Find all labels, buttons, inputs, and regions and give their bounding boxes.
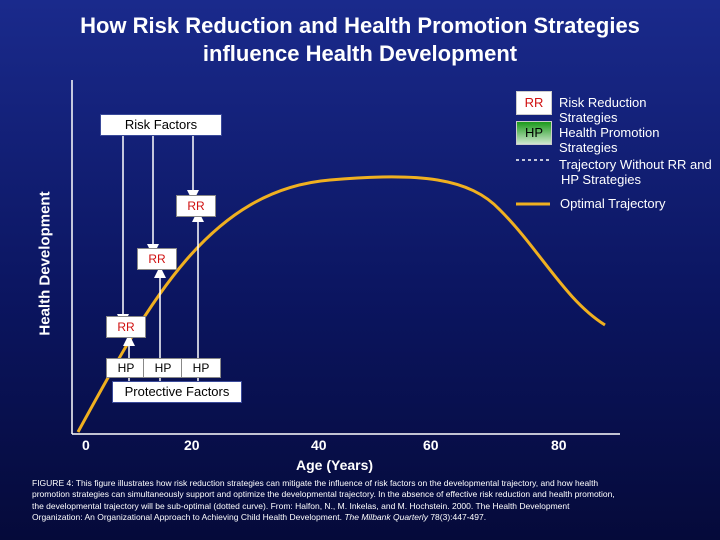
optimal-trajectory-curve bbox=[76, 175, 606, 433]
title-line-2: influence Health Development bbox=[202, 41, 518, 66]
protective-factors-box: Protective Factors bbox=[112, 381, 242, 403]
legend-dotted-text-line1: Trajectory Without RR and bbox=[559, 157, 712, 172]
legend-hp-text: Health Promotion Strategies bbox=[559, 125, 659, 155]
legend-hp-text-line1: Health Promotion bbox=[559, 125, 660, 140]
legend-rr-box: RR bbox=[516, 91, 552, 115]
x-tick-20: 20 bbox=[184, 437, 200, 453]
figure-caption: FIGURE 4: This figure illustrates how ri… bbox=[32, 478, 720, 524]
risk-factors-box: Risk Factors bbox=[100, 114, 222, 136]
legend-hp-box: HP bbox=[516, 121, 552, 145]
caption-journal: The Milbank Quarterly bbox=[341, 512, 428, 523]
caption-line-4: Organization: An Organizational Approach… bbox=[32, 512, 720, 523]
title-line-1: How Risk Reduction and Health Promotion … bbox=[80, 13, 640, 38]
legend-optimal-text: Optimal Trajectory bbox=[560, 196, 666, 211]
caption-line-4a: Organization: An Organizational Approach… bbox=[32, 512, 342, 523]
rr-box-3: RR bbox=[176, 195, 216, 217]
caption-line-3: the developmental trajectory will be sub… bbox=[32, 500, 570, 511]
legend-hp-text-line2: Strategies bbox=[559, 140, 618, 155]
protective-factors-label: Protective Factors bbox=[124, 384, 230, 399]
x-tick-80: 80 bbox=[551, 437, 567, 453]
legend-rr-text-line1: Risk Reduction bbox=[559, 95, 647, 110]
legend-rr-text-line2: Strategies bbox=[559, 110, 618, 125]
hp-box-1: HP bbox=[106, 358, 146, 378]
risk-factors-label: Risk Factors bbox=[124, 117, 198, 132]
x-tick-0: 0 bbox=[82, 437, 90, 453]
caption-line-4c: 78(3):447-497. bbox=[427, 512, 487, 523]
legend-dotted-text: Trajectory Without RR and HP Strategies bbox=[559, 157, 712, 187]
legend-rr-text: Risk Reduction Strategies bbox=[559, 95, 646, 125]
caption-line-2: promotion strategies can simultaneously … bbox=[32, 489, 615, 500]
page-title: How Risk Reduction and Health Promotion … bbox=[0, 12, 720, 68]
legend-dotted-text-line2: HP Strategies bbox=[561, 172, 641, 187]
caption-line-1: FIGURE 4: This figure illustrates how ri… bbox=[32, 478, 599, 488]
hp-box-3: HP bbox=[181, 358, 221, 378]
x-tick-40: 40 bbox=[311, 437, 327, 453]
rr-box-1: RR bbox=[106, 316, 146, 338]
rr-box-2: RR bbox=[137, 248, 177, 270]
hp-box-2: HP bbox=[143, 358, 183, 378]
x-tick-60: 60 bbox=[423, 437, 439, 453]
x-axis-label: Age (Years) bbox=[296, 457, 374, 473]
